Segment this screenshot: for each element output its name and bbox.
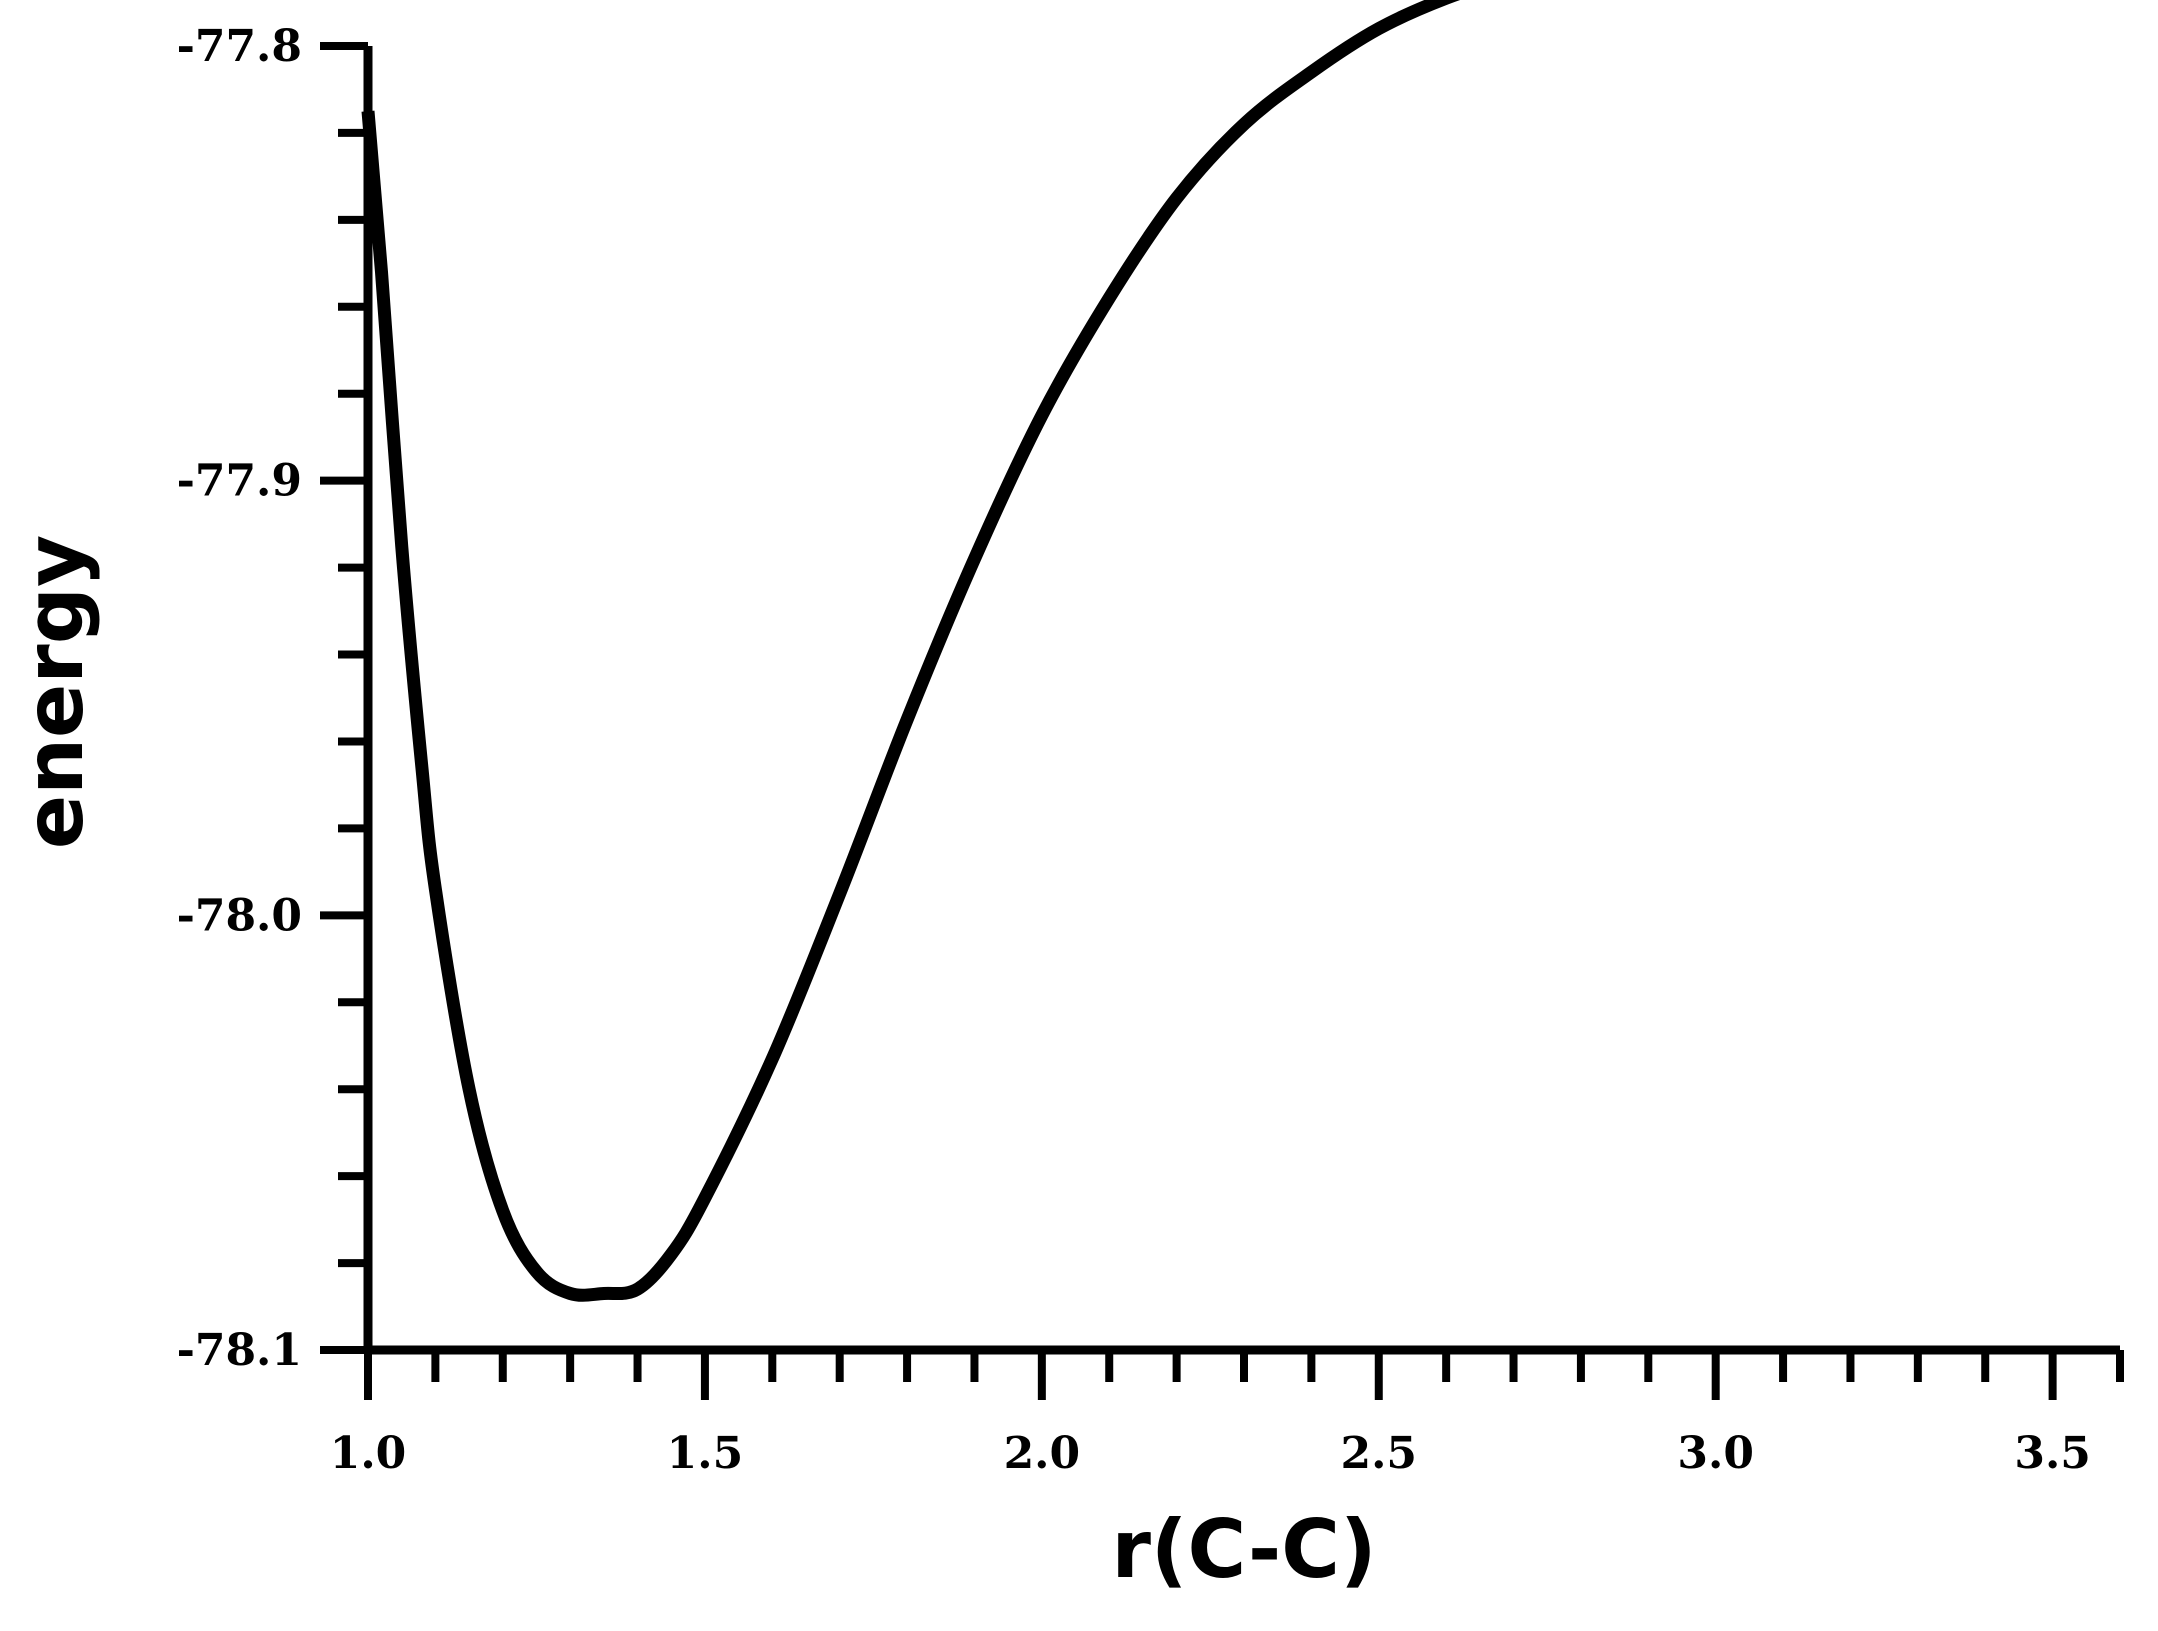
y-axis-title: energy — [8, 535, 101, 849]
x-tick-label: 1.5 — [667, 1428, 744, 1479]
x-axis-title: r(C-C) — [1111, 1503, 1376, 1596]
series-line-0 — [361, 0, 1461, 1302]
x-tick-label: 3.5 — [2014, 1428, 2091, 1479]
axes — [363, 46, 2120, 1355]
x-tick-label: 2.0 — [1004, 1428, 1081, 1479]
x-tick-label: 1.0 — [330, 1428, 407, 1479]
series — [361, 0, 1461, 1302]
ticks — [320, 42, 2124, 1400]
x-tick-label: 3.0 — [1677, 1428, 1754, 1479]
x-tick-label: 2.5 — [1340, 1428, 1417, 1479]
tick-labels: -77.8 -77.9 -78.0 -78.1 1.0 1.5 2.0 2.5 3.0 3.5 — [177, 21, 2091, 1479]
y-tick-label: -77.9 — [177, 456, 302, 507]
y-tick-label: -78.1 — [177, 1325, 302, 1376]
y-tick-label: -77.8 — [177, 21, 302, 72]
y-tick-label: -78.0 — [177, 890, 302, 941]
